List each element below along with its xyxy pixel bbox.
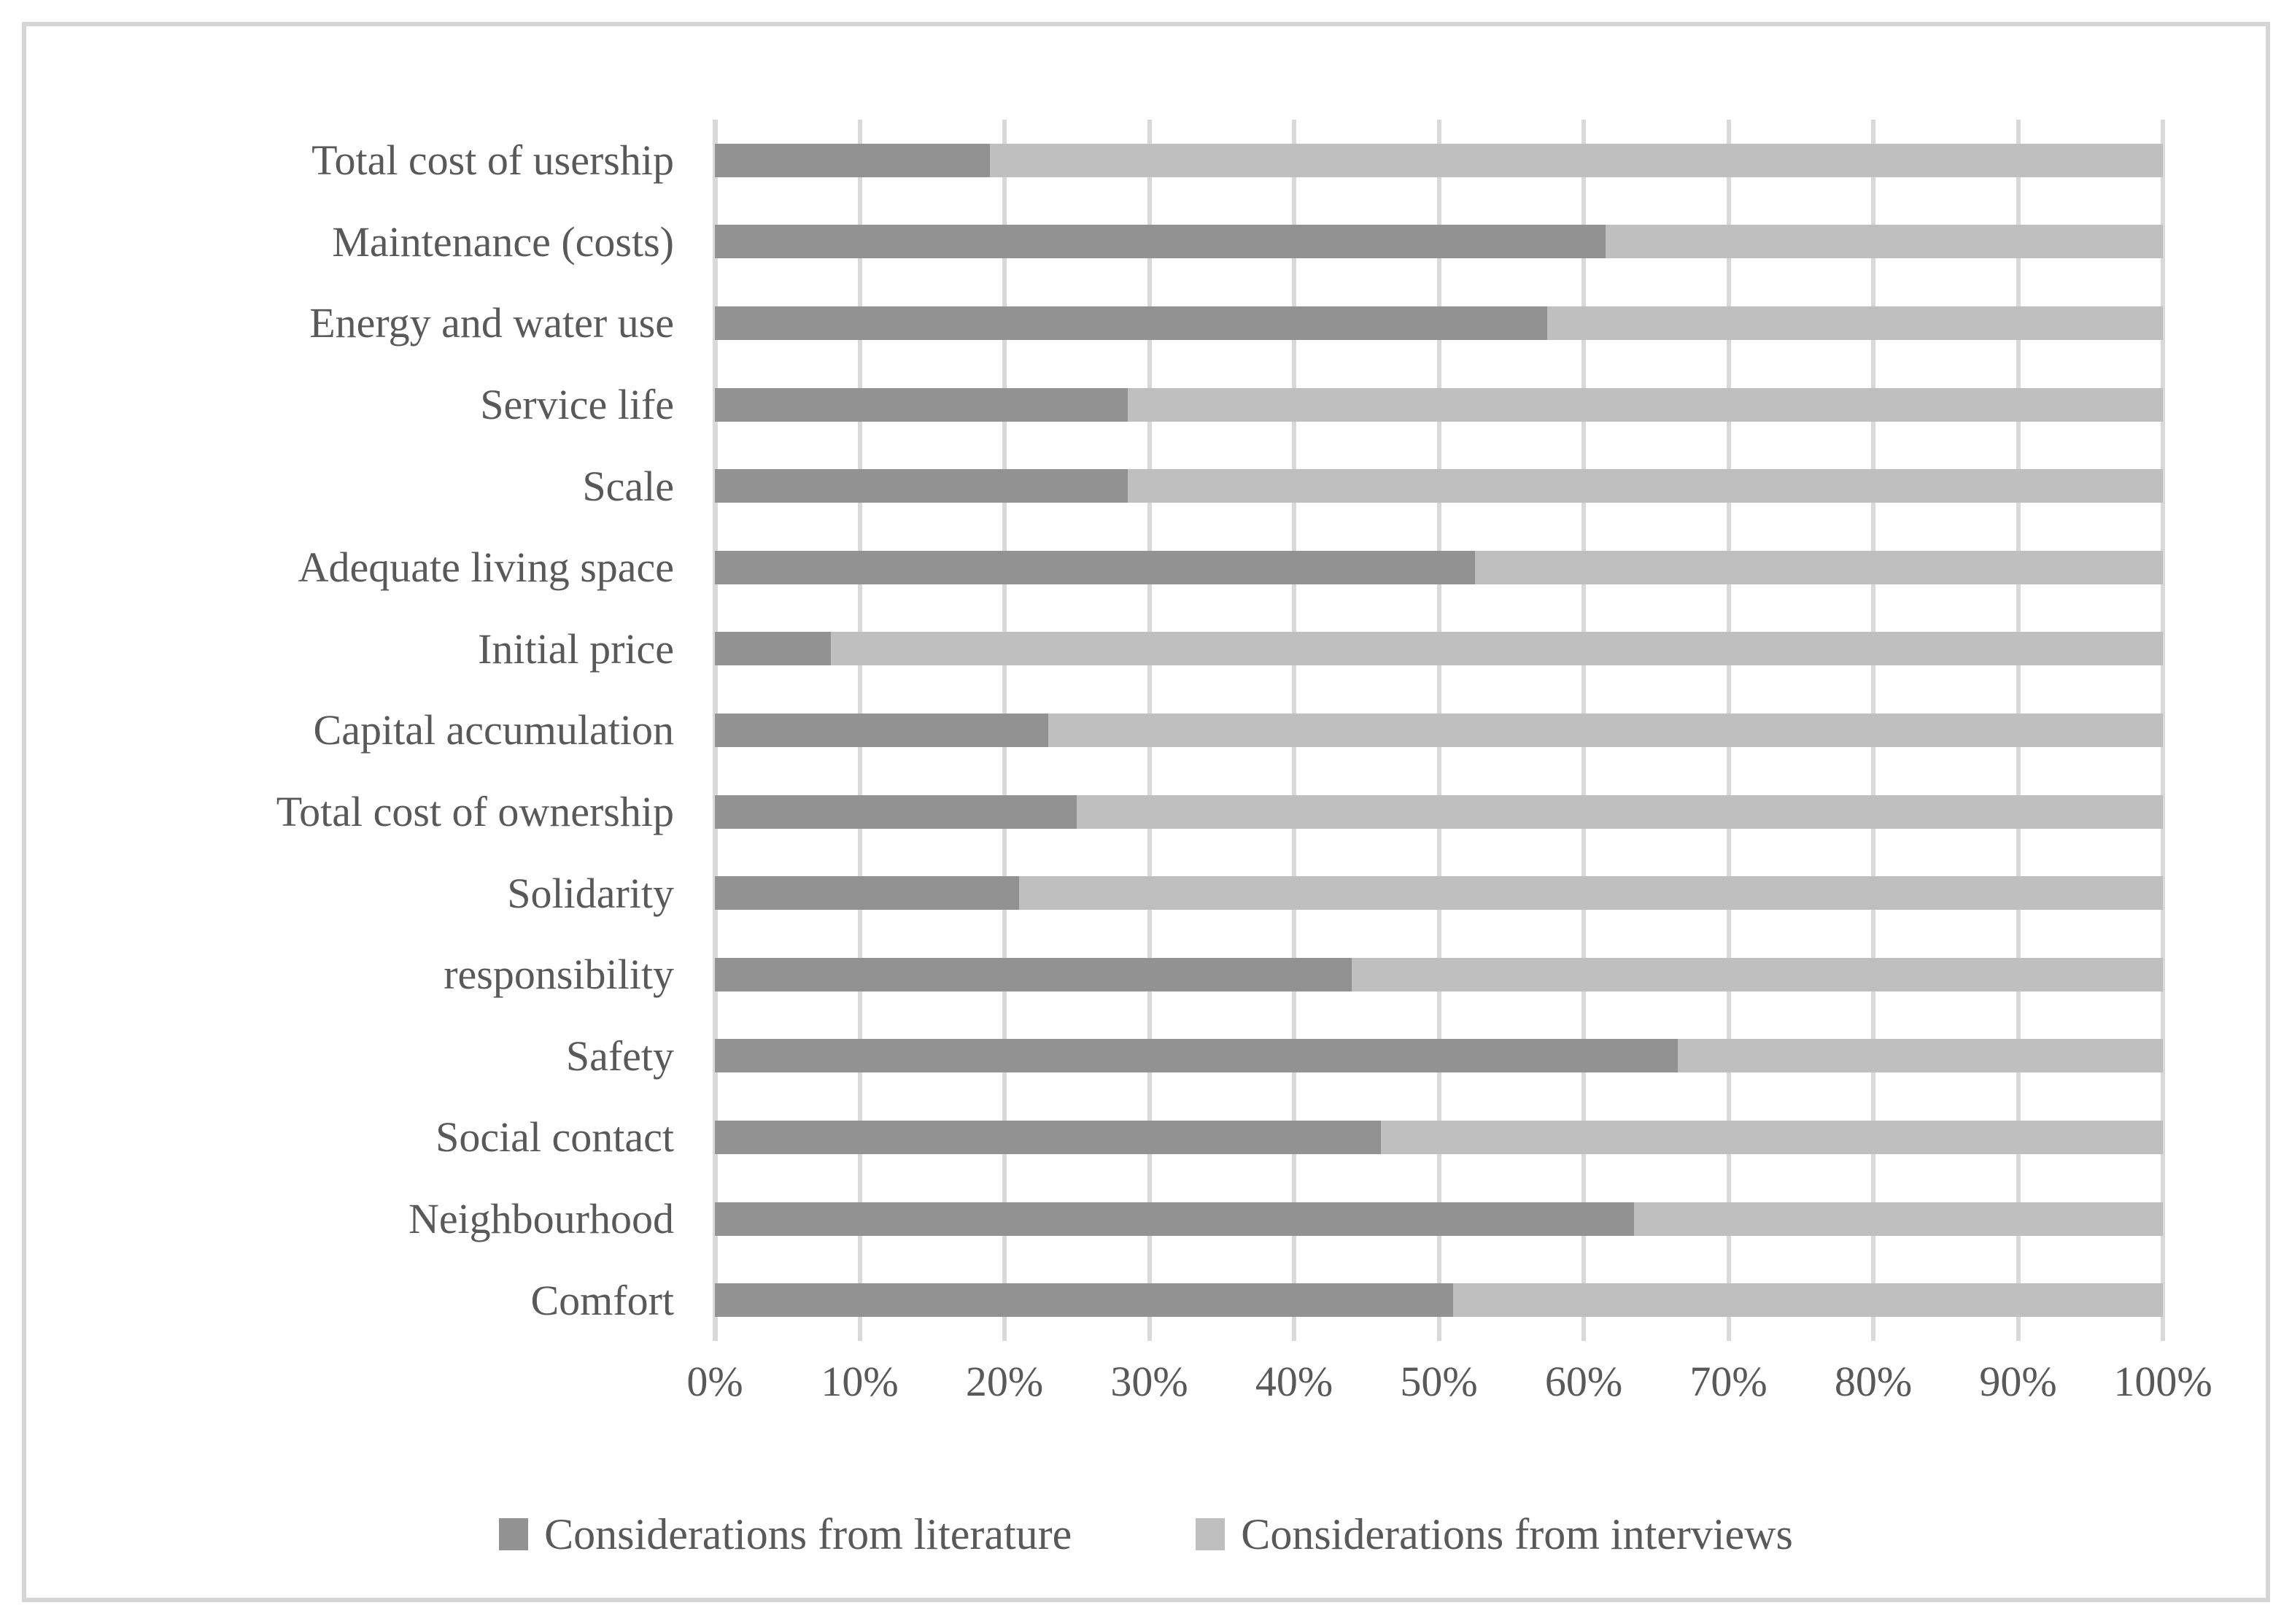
gridline [2161,120,2165,1341]
bar-segment-literature [715,632,831,666]
bar-segment-interviews [1077,794,2163,829]
bar-segment-literature [715,387,1128,422]
bar-segment-literature [715,1039,1679,1073]
legend-label-literature: Considerations from literature [544,1509,1072,1558]
legend: Considerations from literature Considerat… [26,1501,2266,1567]
bar-row [715,469,2163,503]
legend-swatch-interviews [1196,1518,1226,1550]
bar-segment-interviews [1381,1121,2163,1154]
bar-segment-literature [715,469,1128,503]
bar-segment-literature [715,143,991,177]
category-label: Total cost of ownership [276,788,674,836]
bar-segment-interviews [1547,306,2163,340]
bar-segment-literature [715,225,1606,259]
bar-row [715,957,2163,991]
bar-segment-literature [715,1202,1635,1236]
category-label: Neighbourhood [408,1195,674,1243]
bar-row [715,306,2163,340]
legend-label-interviews: Considerations from interviews [1241,1509,1793,1558]
x-tick-label: 90% [1979,1358,2057,1405]
bar-segment-literature [715,1121,1382,1154]
bar-row [715,225,2163,259]
bar-segment-interviews [1453,1283,2163,1318]
x-tick-label: 50% [1400,1358,1478,1405]
bar-segment-interviews [830,632,2163,666]
legend-item-literature: Considerations from literature [499,1509,1072,1560]
bar-segment-interviews [1352,957,2163,991]
x-tick-label: 30% [1110,1358,1188,1405]
x-tick-label: 80% [1834,1358,1913,1405]
bar-segment-literature [715,714,1048,747]
bar-segment-literature [715,550,1476,584]
bar-segment-interviews [1475,550,2163,584]
category-label: Energy and water use [309,299,674,347]
bar-segment-literature [715,876,1019,910]
legend-item-interviews: Considerations from interviews [1196,1509,1793,1560]
category-label: Scale [582,462,674,510]
x-tick-label: 100% [2113,1358,2212,1405]
bar-segment-interviews [1605,225,2163,259]
bar-row [715,550,2163,584]
bar-segment-interviews [1018,876,2163,910]
bar-segment-interviews [1048,714,2163,747]
bar-segment-literature [715,957,1352,991]
bar-row [715,1283,2163,1318]
legend-swatch-literature [499,1518,529,1550]
category-label: Solidarity [507,869,674,917]
bar-segment-interviews [1634,1202,2163,1236]
bar-row [715,387,2163,422]
bar-row [715,794,2163,829]
x-tick-label: 0% [686,1358,743,1405]
bar-segment-literature [715,1283,1454,1318]
x-tick-label: 70% [1689,1358,1768,1405]
x-tick-label: 60% [1544,1358,1623,1405]
bar-segment-interviews [1127,469,2163,503]
category-label: Capital accumulation [313,706,674,754]
figure-frame: Total cost of usership Maintenance (costs… [22,22,2270,1602]
bar-row [715,632,2163,666]
category-label: Initial price [478,625,674,673]
bar-row [715,876,2163,910]
bar-segment-interviews [990,143,2163,177]
category-label: Social contact [435,1113,674,1161]
category-label: Total cost of usership [311,136,674,185]
category-label: Safety [565,1032,674,1080]
bar-row [715,1202,2163,1236]
bar-segment-literature [715,794,1077,829]
category-label: Maintenance (costs) [332,217,674,266]
bar-row [715,143,2163,177]
x-tick-label: 10% [821,1358,899,1405]
bar-row [715,1039,2163,1073]
category-label: Comfort [530,1276,674,1324]
bar-row [715,1121,2163,1154]
bar-segment-interviews [1127,387,2163,422]
x-tick-label: 20% [965,1358,1044,1405]
category-label: Service life [480,381,674,429]
category-label: responsibility [444,951,674,999]
category-label: Adequate living space [298,544,674,592]
bar-segment-literature [715,306,1548,340]
plot-area [713,120,2165,1341]
bar-segment-interviews [1678,1039,2163,1073]
x-tick-label: 40% [1255,1358,1333,1405]
bar-row [715,714,2163,747]
